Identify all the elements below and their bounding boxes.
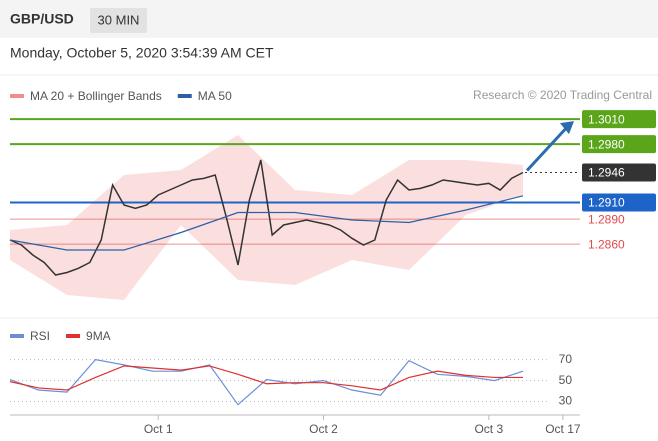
- timeframe: 30 MIN: [98, 12, 140, 27]
- level-label: 1.2946: [588, 166, 625, 180]
- timeframe-box: [90, 8, 147, 33]
- legend-swatch: [10, 94, 24, 98]
- level-label: 1.2910: [588, 196, 625, 210]
- level-box: [582, 163, 656, 182]
- y-tick-label: 30: [559, 394, 573, 408]
- x-tick-label: Oct 2: [309, 422, 338, 436]
- level-label: 1.2980: [588, 137, 625, 151]
- legend-swatch: [177, 94, 192, 98]
- level-label: 1.2860: [588, 237, 625, 251]
- level-label: 1.3010: [588, 112, 625, 126]
- bollinger-band: [10, 135, 523, 300]
- ma-line: [9, 195, 524, 251]
- level-label: 1.2890: [588, 212, 625, 226]
- forecast-arrow: [525, 125, 570, 172]
- price-line: [9, 159, 524, 276]
- legend-swatch: [66, 334, 81, 338]
- indicator-line: [9, 359, 524, 406]
- y-tick-label: 70: [559, 352, 573, 366]
- level-box: [582, 110, 656, 129]
- legend-label: 9MA: [86, 329, 111, 343]
- legend-label: MA 50: [198, 89, 232, 103]
- symbol: GBP/USD: [10, 11, 74, 27]
- legend-swatch: [10, 334, 24, 338]
- x-tick-label: Oct 3: [474, 422, 503, 436]
- x-tick-label: Oct 17: [545, 422, 581, 436]
- forecast-arrow-head: [560, 121, 574, 135]
- source: Research © 2020 Trading Central: [473, 88, 652, 102]
- y-tick-label: 50: [559, 373, 573, 387]
- indicator-line: [9, 365, 523, 391]
- level-box: [582, 135, 656, 154]
- level-box: [582, 193, 656, 212]
- legend-label: RSI: [30, 329, 50, 343]
- legend-label: MA 20 + Bollinger Bands: [30, 89, 162, 103]
- datetime: Monday, October 5, 2020 3:54:39 AM CET: [10, 45, 274, 61]
- x-tick-label: Oct 1: [144, 422, 173, 436]
